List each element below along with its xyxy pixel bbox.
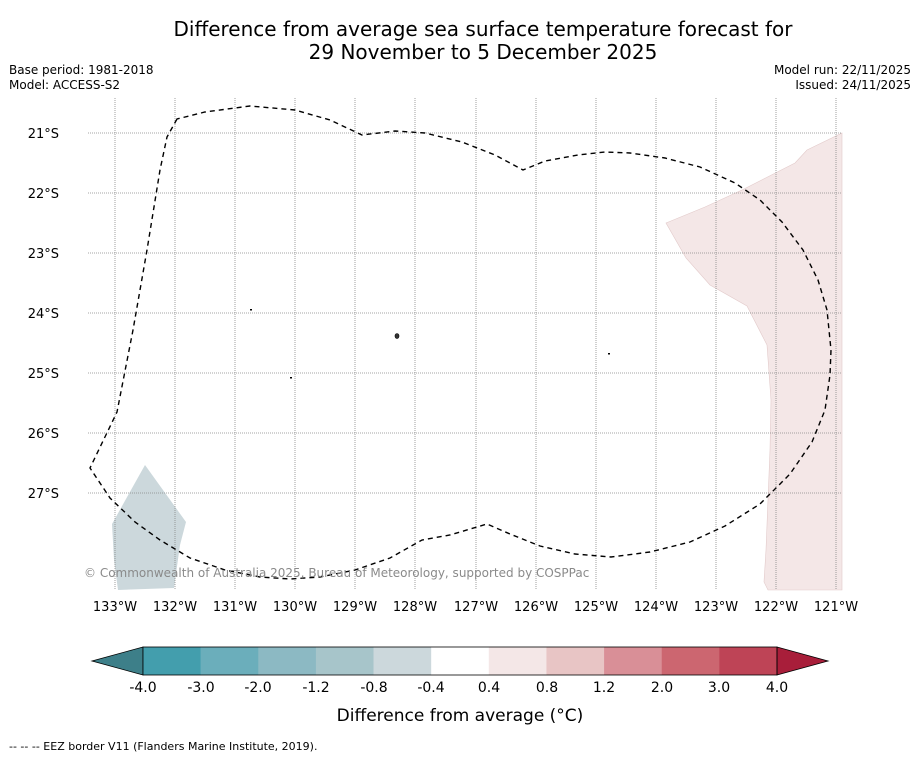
lon-label: 132°W [153,600,197,615]
lon-label: 122°W [754,600,798,615]
colorbar-tick: -4.0 [129,680,156,696]
lon-label: 131°W [213,600,257,615]
colorbar-segment [143,647,201,675]
meta-right: Model run: 22/11/2025 Issued: 24/11/2025 [774,63,911,93]
lat-label: 23°S [28,247,59,262]
island-markers [250,309,610,379]
colorbar-tick: -3.0 [187,680,214,696]
colorbar-segment [604,647,663,675]
colorbar: -4.0 -3.0 -2.0 -1.2 -0.8 -0.4 0.4 0.8 1.… [90,646,830,726]
colorbar-segment [431,647,490,675]
longitude-grid [114,98,837,590]
colorbar-tick: -2.0 [244,680,271,696]
issued-date: Issued: 24/11/2025 [795,78,911,92]
lon-label: 121°W [814,600,858,615]
base-period: Base period: 1981-2018 [9,63,154,77]
colorbar-segment [661,647,720,675]
colorbar-segment [258,647,317,675]
lon-label: 126°W [514,600,558,615]
lon-label: 128°W [393,600,437,615]
lat-label: 21°S [28,127,59,142]
eez-border [89,105,832,580]
warm-anomaly-region [665,132,843,591]
colorbar-tick: 2.0 [651,680,673,696]
colorbar-tick: -1.2 [302,680,329,696]
lat-label: 22°S [28,187,59,202]
colorbar-high-extend [776,646,830,676]
colorbar-frame [142,646,778,676]
latitude-grid [88,132,842,494]
colorbar-tick: 4.0 [766,680,788,696]
model-name: Model: ACCESS-S2 [9,78,121,92]
lat-label: 24°S [28,307,59,322]
colorbar-tick: 3.0 [708,680,730,696]
lon-label: 127°W [454,600,498,615]
title-line-2: 29 November to 5 December 2025 [308,40,658,64]
colorbar-segment [719,647,778,675]
model-run: Model run: 22/11/2025 [773,63,911,77]
colorbar-tick: 0.4 [478,680,500,696]
longitude-labels: 133°W 132°W 131°W 130°W 129°W 128°W 127°… [93,600,858,615]
colorbar-tick: -0.8 [360,680,387,696]
colorbar-tick: 1.2 [593,680,615,696]
lon-label: 123°W [694,600,738,615]
colorbar-segment [373,647,432,675]
colorbar-low-extend [90,646,144,676]
colorbar-segment [315,647,374,675]
lon-label: 130°W [273,600,317,615]
latitude-labels: 21°S 22°S 23°S 24°S 25°S 26°S 27°S [28,127,59,502]
meta-left: Base period: 1981-2018 Model: ACCESS-S2 [9,63,154,93]
eez-footnote: -- -- -- EEZ border V11 (Flanders Marine… [9,740,318,753]
colorbar-segment [546,647,605,675]
lat-label: 27°S [28,487,59,502]
colorbar-segment [200,647,259,675]
colorbar-segment [488,647,547,675]
cool-anomaly-region [112,465,186,590]
colorbar-segments [143,647,778,675]
lon-label: 125°W [574,600,618,615]
title-line-1: Difference from average sea surface temp… [173,17,793,41]
colorbar-tick: 0.8 [536,680,558,696]
lon-label: 133°W [93,600,137,615]
map-title: Difference from average sea surface temp… [0,18,919,64]
colorbar-label: Difference from average (°C) [337,706,584,726]
lon-label: 129°W [333,600,377,615]
colorbar-tick: -0.4 [417,680,444,696]
lat-label: 25°S [28,367,59,382]
colorbar-ticks: -4.0 -3.0 -2.0 -1.2 -0.8 -0.4 0.4 0.8 1.… [129,680,788,696]
lon-label: 124°W [634,600,678,615]
copyright-notice: © Commonwealth of Australia 2025, Bureau… [84,566,589,580]
lat-label: 26°S [28,427,59,442]
